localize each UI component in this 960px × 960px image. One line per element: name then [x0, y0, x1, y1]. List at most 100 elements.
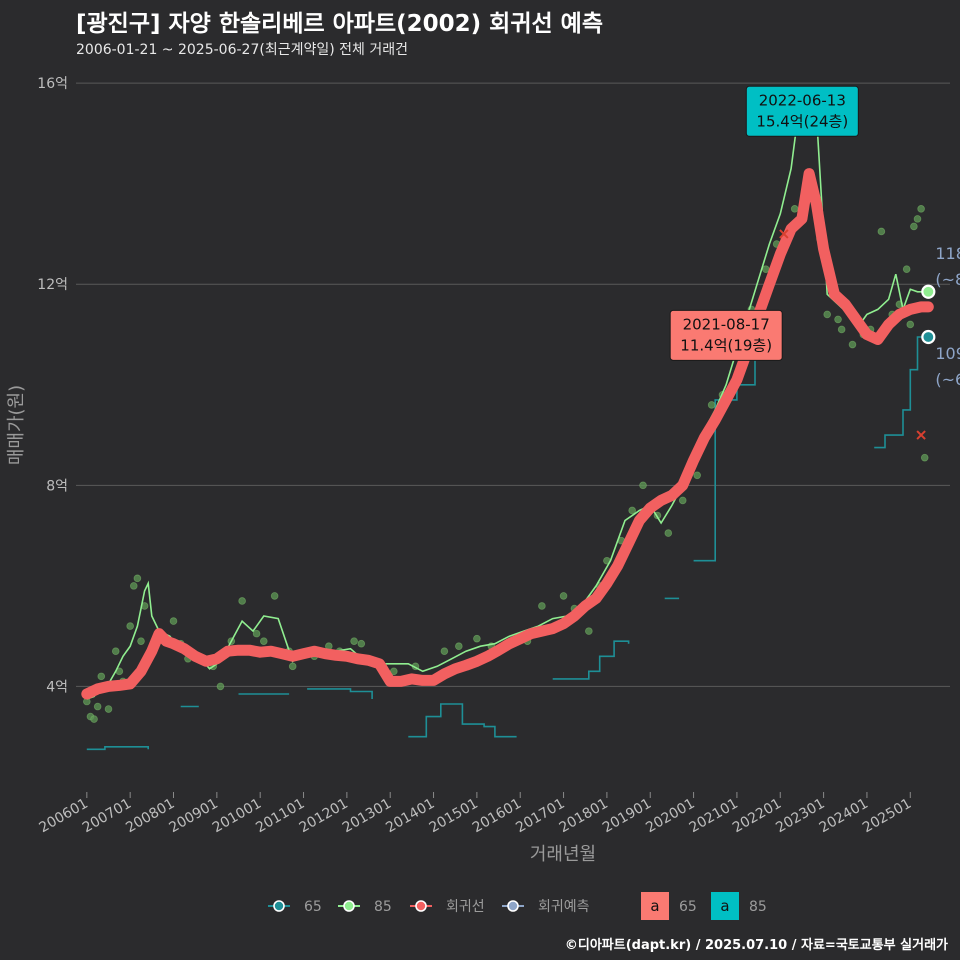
- x-tick-label: 202201: [730, 796, 784, 837]
- scatter-point: [440, 647, 449, 656]
- legend-label-3: 회귀예측: [538, 899, 590, 915]
- series-65-segment: [86, 746, 149, 751]
- scatter-point: [790, 205, 799, 213]
- legend-dot-2: [415, 900, 427, 912]
- legend-label-box-1: [711, 892, 739, 920]
- scatter-point: [473, 634, 481, 643]
- x-tick-label: 202301: [773, 796, 827, 837]
- x-tick-label: 200801: [123, 796, 177, 837]
- scatter-point: [252, 629, 261, 638]
- y-tick-label: 8억: [46, 478, 68, 494]
- scatter-point: [910, 222, 918, 231]
- endpoint-dot-65: [921, 329, 936, 345]
- annotation-date-65: 2021-08-17: [683, 315, 770, 333]
- y-axis-title: 매매가(원): [6, 385, 27, 465]
- scatter-point: [260, 637, 268, 645]
- scatter-point: [848, 340, 857, 349]
- x-tick-label: 201501: [427, 796, 481, 837]
- legend-label-glyph-1: a: [720, 897, 729, 915]
- regression-line: [81, 168, 934, 700]
- y-tick-label: 4억: [46, 679, 68, 695]
- annotation-box-65: [669, 309, 783, 361]
- scatter-point: [169, 617, 178, 625]
- x-tick-label: 200901: [167, 796, 221, 837]
- scatter-point: [270, 592, 279, 600]
- x-tick-label: 201301: [340, 796, 394, 837]
- x-tick-label: 200601: [37, 796, 91, 837]
- x-tick-label: 201101: [253, 796, 307, 837]
- x-tick-label: 200701: [80, 796, 134, 837]
- scatter-point: [126, 622, 134, 630]
- legend: 65 85 회귀선 회귀예측 a 65 a 85: [268, 892, 767, 920]
- x-tick-label: 202101: [687, 796, 741, 837]
- endpoint-value-65: 109,000: [935, 344, 960, 363]
- scatter-point: [902, 265, 911, 273]
- x-tick-label: 202001: [643, 796, 697, 837]
- annotation-box-85: [745, 85, 859, 137]
- source-caption: ©디아파트(dapt.kr) / 2025.07.10 / 자료=국토교통부 실…: [564, 938, 948, 953]
- x-tick-label: 202501: [860, 796, 914, 837]
- legend-label-2: 회귀선: [446, 899, 485, 915]
- endpoint-labels: 118,444 (~85㎡) 109,000 (~65㎡): [921, 244, 960, 389]
- scatter-point: [238, 597, 246, 605]
- x-tick-label: 201201: [297, 796, 351, 837]
- legend-dot-1: [343, 900, 355, 912]
- chart-title: [광진구] 자양 한솔리베르 아파트(2002) 회귀선 예측: [76, 11, 603, 37]
- scatter-point: [585, 627, 593, 635]
- scatter-point: [93, 702, 102, 711]
- x-markers: [779, 229, 926, 440]
- scatter-point: [216, 682, 225, 691]
- x-tick-label: 201001: [210, 796, 264, 837]
- chart-subtitle: 2006-01-21 ~ 2025-06-27(최근계약일) 전체 거래건: [76, 42, 408, 58]
- endpoint-dot-85: [921, 284, 936, 299]
- series-65-line: [86, 313, 929, 751]
- legend-label-text-1: 85: [749, 899, 767, 915]
- scatter-point: [837, 325, 846, 334]
- annotation-text-85: 15.4억(24층): [756, 112, 848, 130]
- x-tick-label: 201801: [557, 796, 611, 837]
- scatter-point: [707, 401, 716, 409]
- regression-path: [81, 168, 934, 700]
- series-65-segment: [874, 336, 929, 449]
- scatter-point: [834, 315, 842, 324]
- scatter-point: [639, 481, 647, 490]
- annotation-date-85: 2022-06-13: [759, 91, 846, 109]
- endpoint-area-85: (~85㎡): [935, 270, 960, 289]
- scatter-point: [628, 506, 636, 515]
- scatter-point: [97, 672, 106, 681]
- endpoint-area-65: (~65㎡): [935, 370, 960, 389]
- scatter-point: [357, 639, 366, 648]
- legend-dot-0: [273, 900, 285, 912]
- scatter-point: [90, 715, 98, 723]
- legend-label-1: 85: [374, 899, 392, 915]
- x-tick-label: 202401: [817, 796, 871, 837]
- scatter-point: [823, 310, 832, 319]
- series-65-segment: [408, 703, 517, 738]
- scatter-point: [917, 205, 925, 213]
- scatter-point: [288, 662, 297, 671]
- scatter-point: [906, 320, 915, 329]
- y-tick-label: 16억: [37, 76, 68, 92]
- scatter-point: [350, 637, 358, 645]
- x-tick-label: 201601: [470, 796, 524, 837]
- scatter-point: [137, 637, 145, 645]
- annotation-labels: 2022-06-13 15.4억(24층) 2021-08-17 11.4억(19층): [669, 85, 859, 361]
- x-tick-label: 201901: [600, 796, 654, 837]
- scatter-point: [678, 496, 687, 505]
- scatter-point: [129, 582, 138, 590]
- series-65-segment: [307, 688, 373, 699]
- y-tick-label: 12억: [37, 277, 68, 293]
- x-marker: [779, 229, 789, 239]
- x-axis-title: 거래년월: [530, 844, 596, 865]
- scatter-point: [133, 574, 142, 583]
- x-tick-label: 201701: [513, 796, 567, 837]
- gridlines: [76, 82, 950, 687]
- x-axis: 2006012007012008012009012010012011012012…: [37, 792, 914, 865]
- x-marker: [916, 430, 926, 440]
- x-tick-label: 201401: [383, 796, 437, 837]
- legend-dot-3: [507, 900, 519, 912]
- legend-label-box-0: [641, 892, 669, 920]
